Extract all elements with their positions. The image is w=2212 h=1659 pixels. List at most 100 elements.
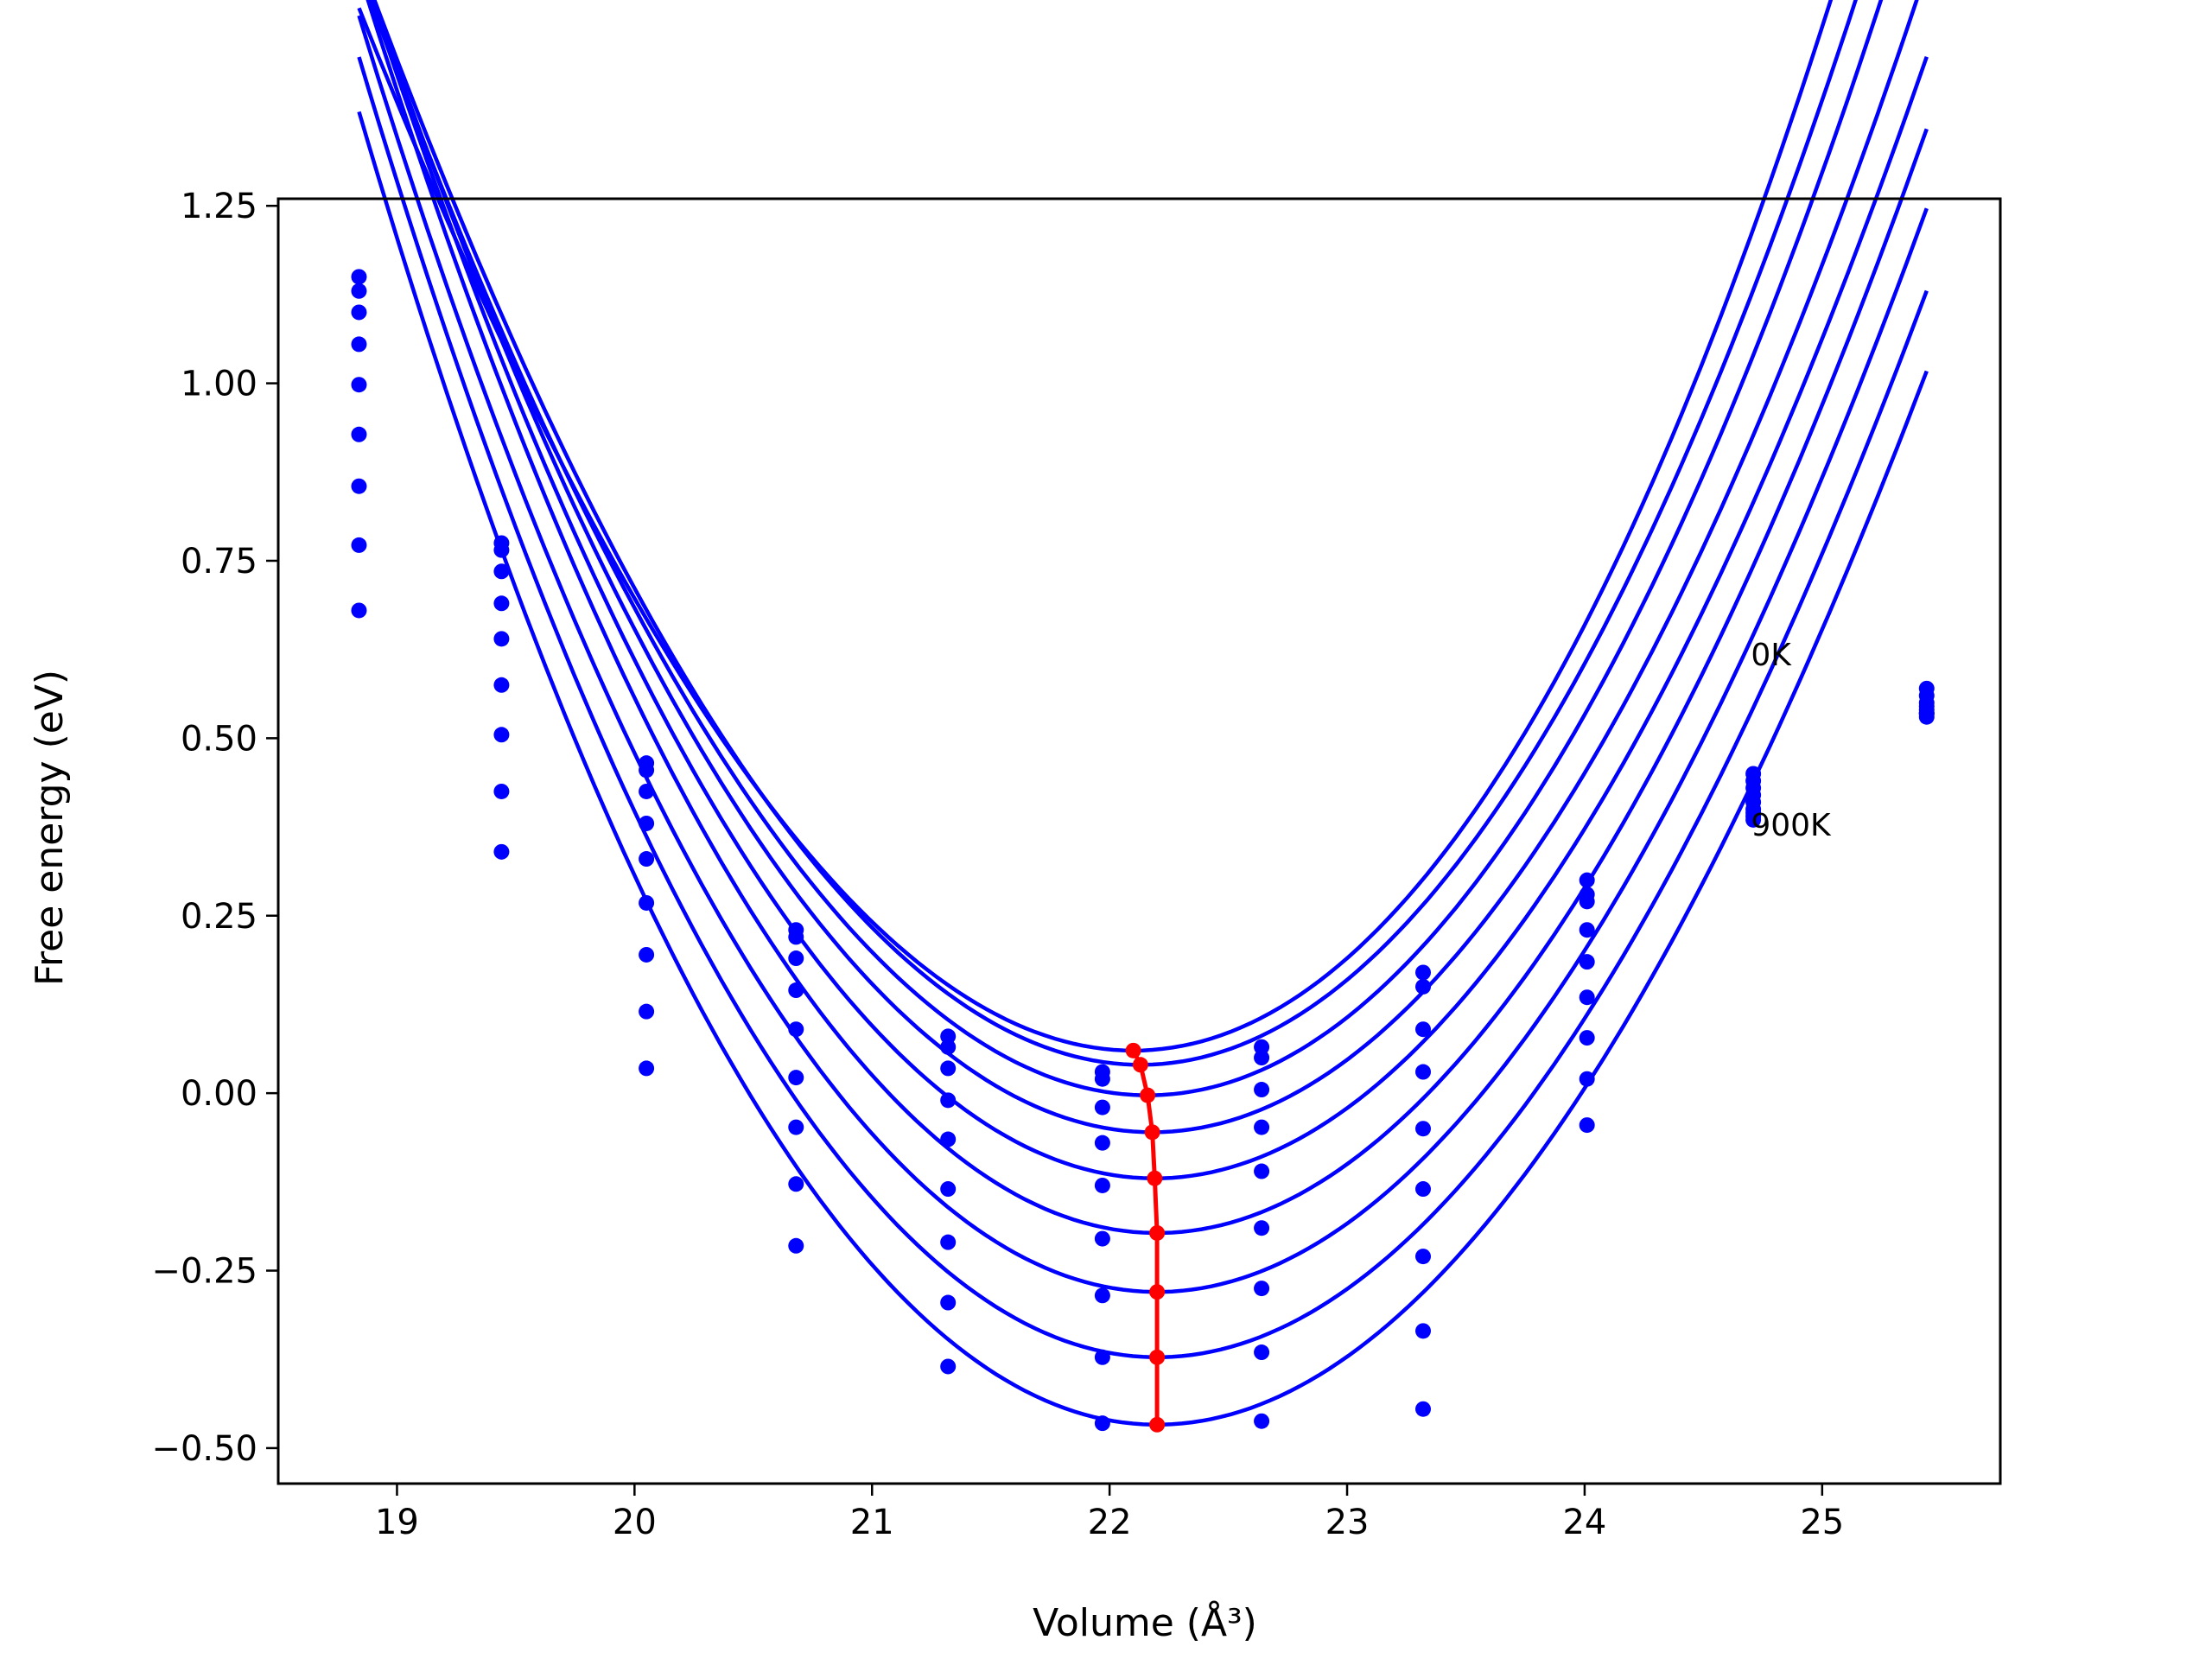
data-point: [493, 783, 510, 799]
data-point: [940, 1294, 957, 1311]
data-point: [940, 1358, 957, 1375]
data-point: [1094, 1230, 1110, 1247]
data-point: [788, 1119, 804, 1135]
data-point: [1415, 964, 1432, 981]
data-point: [788, 950, 804, 967]
data-point: [1094, 1135, 1110, 1151]
data-point: [351, 304, 367, 321]
data-point: [1918, 709, 1935, 725]
annotation-0k: 0K: [1751, 638, 1792, 673]
data-point: [1415, 1121, 1432, 1137]
annotations: 0K 900K: [1751, 638, 1832, 843]
data-point: [493, 595, 510, 612]
minima-line: [1125, 1042, 1166, 1433]
data-point: [1415, 1181, 1432, 1198]
data-point: [351, 426, 367, 442]
data-point: [639, 815, 655, 831]
fitted-curves: [357, 0, 1929, 1427]
data-point: [788, 1237, 804, 1254]
data-point: [639, 1003, 655, 1020]
data-point: [1579, 893, 1595, 910]
data-point: [1094, 1287, 1110, 1304]
y-tick-label: 1.25: [181, 187, 257, 226]
data-point: [493, 631, 510, 647]
fit-curve: [370, 0, 1929, 1180]
data-point: [351, 336, 367, 353]
fit-curve: [357, 111, 1929, 1427]
data-point: [639, 783, 655, 799]
data-point: [940, 1131, 957, 1147]
plot-frame: [276, 197, 2002, 1485]
x-tick-label: 24: [1562, 1503, 1606, 1542]
data-point: [1254, 1413, 1270, 1429]
data-point: [351, 377, 367, 393]
minimum-point: [1149, 1224, 1166, 1241]
data-point: [1415, 978, 1432, 995]
data-point: [639, 1060, 655, 1077]
data-point: [1094, 1415, 1110, 1432]
data-point: [1745, 811, 1762, 828]
data-point: [788, 1176, 804, 1192]
data-point: [1254, 1082, 1270, 1098]
data-point: [639, 946, 655, 963]
fit-curve: [357, 0, 1834, 1053]
data-point: [1415, 1323, 1432, 1339]
data-point: [1579, 1071, 1595, 1087]
y-tick-label: −0.50: [151, 1429, 257, 1469]
data-point: [1415, 1401, 1432, 1417]
minimum-point: [1149, 1284, 1166, 1300]
data-point: [1415, 1064, 1432, 1080]
data-point: [940, 1181, 957, 1198]
y-axis-label: Free energy (eV): [28, 670, 72, 986]
data-point: [1579, 872, 1595, 888]
x-axis-ticks: 19 20 21 22 23 24 25: [375, 1484, 1844, 1542]
data-point: [1579, 1030, 1595, 1046]
y-tick-label: 0.25: [181, 897, 257, 937]
x-tick-label: 25: [1800, 1503, 1844, 1542]
data-point: [940, 1028, 957, 1045]
data-point: [351, 537, 367, 553]
data-point: [1415, 1249, 1432, 1265]
fit-curve: [357, 56, 1929, 1359]
minimum-point: [1149, 1349, 1166, 1365]
annotation-900k: 900K: [1751, 808, 1832, 843]
data-point: [1579, 922, 1595, 938]
minimum-point: [1149, 1416, 1166, 1433]
data-point: [1579, 989, 1595, 1006]
data-point: [940, 1060, 957, 1077]
data-point: [1579, 1117, 1595, 1134]
y-tick-label: −0.25: [151, 1252, 257, 1292]
data-point: [351, 602, 367, 619]
data-point: [493, 843, 510, 860]
x-tick-label: 20: [613, 1503, 657, 1542]
y-tick-label: 0.00: [181, 1074, 257, 1114]
minimum-point: [1132, 1057, 1148, 1073]
x-tick-label: 23: [1325, 1503, 1370, 1542]
x-axis-label: Volume (Å³): [1033, 1599, 1257, 1645]
data-point: [1094, 1349, 1110, 1365]
data-point: [351, 478, 367, 494]
fit-curve: [365, 0, 1929, 1236]
x-tick-label: 19: [375, 1503, 419, 1542]
x-tick-label: 22: [1088, 1503, 1132, 1542]
data-point: [1254, 1220, 1270, 1236]
y-tick-label: 1.00: [181, 365, 257, 404]
data-point: [940, 1092, 957, 1109]
data-point: [1094, 1099, 1110, 1116]
data-point: [639, 762, 655, 779]
y-axis-ticks: −0.50 −0.25 0.00 0.25 0.50 0.75 1.00 1.25: [151, 187, 278, 1469]
data-point: [493, 542, 510, 558]
data-point: [1254, 1344, 1270, 1361]
data-point: [1254, 1050, 1270, 1066]
data-point: [1254, 1281, 1270, 1297]
data-point: [639, 851, 655, 868]
data-points: [351, 269, 1935, 1432]
data-point: [493, 677, 510, 693]
data-point: [788, 1070, 804, 1086]
data-point: [639, 894, 655, 911]
data-point: [493, 727, 510, 743]
minimum-point: [1144, 1124, 1160, 1141]
data-point: [1094, 1177, 1110, 1193]
data-point: [493, 563, 510, 580]
